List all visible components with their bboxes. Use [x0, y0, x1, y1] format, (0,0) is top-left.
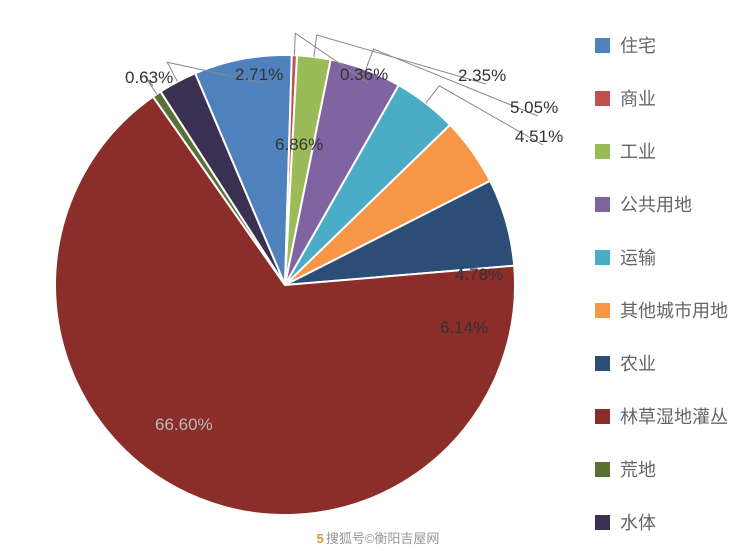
legend-label: 荒地: [620, 456, 656, 482]
legend-label: 林草湿地灌丛: [620, 403, 728, 429]
legend-label: 运输: [620, 244, 656, 270]
legend-swatch: [595, 462, 610, 477]
legend-item: 林草湿地灌丛: [595, 403, 728, 429]
watermark-logo: 5: [317, 531, 324, 546]
legend-label: 农业: [620, 350, 656, 376]
pie-percent-label: 2.71%: [235, 65, 283, 85]
legend-swatch: [595, 303, 610, 318]
legend-item: 商业: [595, 85, 728, 111]
legend-item: 荒地: [595, 456, 728, 482]
pie-percent-label: 66.60%: [155, 415, 213, 435]
legend-swatch: [595, 409, 610, 424]
pie-percent-label: 2.35%: [458, 66, 506, 86]
pie-percent-label: 4.51%: [515, 127, 563, 147]
legend-swatch: [595, 356, 610, 371]
watermark-text: 搜狐号©衡阳吉屋网: [326, 531, 440, 546]
legend-label: 商业: [620, 85, 656, 111]
legend-item: 工业: [595, 138, 728, 164]
legend-swatch: [595, 515, 610, 530]
legend-swatch: [595, 197, 610, 212]
pie-slices: [55, 55, 515, 515]
legend-swatch: [595, 38, 610, 53]
legend-label: 工业: [620, 138, 656, 164]
legend-label: 住宅: [620, 32, 656, 58]
pie-percent-label: 5.05%: [510, 98, 558, 118]
legend-swatch: [595, 250, 610, 265]
legend-label: 水体: [620, 509, 656, 535]
legend-swatch: [595, 91, 610, 106]
legend-item: 其他城市用地: [595, 297, 728, 323]
pie-percent-label: 6.86%: [275, 135, 323, 155]
legend-label: 公共用地: [620, 191, 692, 217]
pie-wrap: 6.86%0.36%2.35%5.05%4.51%4.78%6.14%66.60…: [50, 50, 520, 520]
pie-percent-label: 4.78%: [455, 265, 503, 285]
legend-item: 农业: [595, 350, 728, 376]
pie-svg: [50, 50, 520, 520]
pie-percent-label: 6.14%: [440, 318, 488, 338]
legend-item: 运输: [595, 244, 728, 270]
legend-label: 其他城市用地: [620, 297, 728, 323]
legend-swatch: [595, 144, 610, 159]
pie-percent-label: 0.36%: [340, 65, 388, 85]
legend-item: 公共用地: [595, 191, 728, 217]
legend-item: 水体: [595, 509, 728, 535]
pie-percent-label: 0.63%: [125, 68, 173, 88]
legend: 住宅商业工业公共用地运输其他城市用地农业林草湿地灌丛荒地水体: [595, 32, 728, 535]
pie-chart-container: 6.86% 0.36% 2.35%5.05% 4.51% 4.78% 6.14% 66.60…: [0, 0, 756, 551]
legend-item: 住宅: [595, 32, 728, 58]
